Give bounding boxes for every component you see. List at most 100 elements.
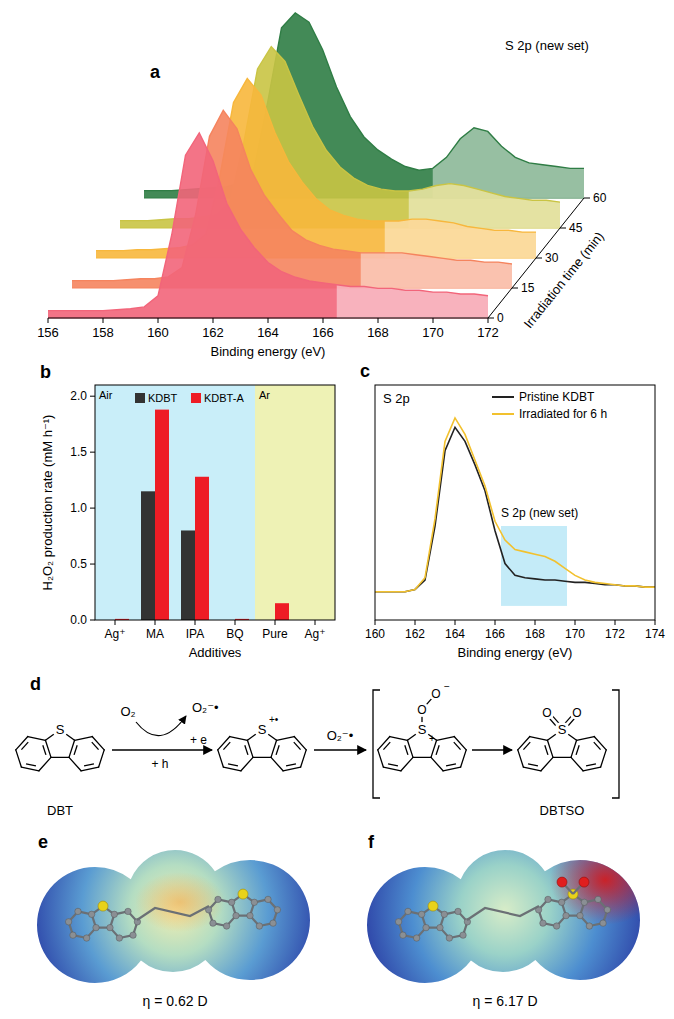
reagent: + h (151, 757, 168, 771)
atom (125, 908, 131, 914)
x-tick (615, 620, 616, 625)
x-tick-label: 160 (147, 325, 169, 340)
legend-swatch (135, 393, 145, 403)
atom (93, 924, 99, 930)
z-tick-label: 45 (569, 221, 583, 235)
y-tick (90, 396, 95, 397)
double-bond (74, 745, 77, 755)
atom (116, 935, 122, 941)
atom (545, 896, 551, 902)
arrow (314, 749, 366, 750)
atom (247, 912, 253, 918)
x-tick (378, 318, 379, 323)
x-tick-label: IPA (186, 627, 204, 641)
compound-label: DBT (47, 803, 73, 818)
x-tick-label: 164 (257, 325, 279, 340)
double-bond (523, 742, 530, 750)
legend-label: KDBT (148, 392, 178, 404)
x-tick-label: 168 (525, 627, 545, 641)
bond (294, 737, 306, 750)
atom (553, 923, 559, 929)
atom (210, 920, 216, 926)
x-tick (375, 620, 376, 625)
x-tick (115, 620, 116, 625)
reagent: O₂⁻• (192, 700, 219, 715)
bond (523, 767, 541, 771)
bond (571, 740, 577, 757)
z-tick-label: 30 (545, 251, 559, 265)
x-tick (455, 620, 456, 625)
bond (571, 757, 583, 770)
z-tick-label: 60 (593, 191, 607, 205)
bond (577, 737, 595, 741)
panel-letter: c (360, 361, 370, 381)
atom (130, 932, 136, 938)
atom-bg (415, 702, 429, 716)
double-bond (84, 764, 94, 766)
bond (413, 757, 431, 758)
bond (437, 737, 455, 741)
atom (437, 924, 443, 930)
x-tick-label: Ag⁺ (104, 627, 125, 641)
sulfur-atom (428, 901, 438, 911)
atom-bg (52, 722, 68, 738)
atom-bg (570, 705, 584, 719)
bond (253, 757, 271, 758)
atom (251, 899, 257, 905)
atom (265, 896, 271, 902)
region-label: Air (99, 389, 113, 401)
x-tick (155, 620, 156, 625)
bond (518, 750, 524, 767)
atom (395, 919, 401, 925)
plot-area (375, 418, 655, 606)
panel-letter: d (30, 674, 41, 694)
double-bond (43, 745, 46, 755)
title: S 2p (383, 391, 410, 406)
x-tick-label: 172 (477, 325, 499, 340)
x-axis-title: Additives (189, 645, 242, 660)
bond (81, 767, 99, 771)
charge: +• (269, 714, 279, 725)
x-axis-title: Binding energy (eV) (211, 344, 326, 359)
panel-letter: e (38, 832, 48, 852)
bond (553, 757, 571, 758)
annotation: S 2p (new set) (501, 506, 578, 520)
double-bond (383, 742, 390, 750)
atom-bg (554, 722, 570, 738)
x-tick (488, 318, 489, 323)
atom (270, 920, 276, 926)
bar (155, 410, 169, 620)
dipole-label: η = 0.62 D (143, 993, 208, 1009)
bond (583, 767, 601, 771)
y-tick-label: 1.0 (70, 501, 87, 515)
atom-bg (540, 705, 554, 719)
double-bond (586, 764, 596, 766)
z-tick-label: 0 (497, 311, 504, 325)
double-bond (446, 764, 456, 766)
figure: 156158160162164166168170172Binding energ… (0, 0, 674, 1019)
atom (83, 935, 89, 941)
double-bond (26, 764, 36, 766)
panel-letter: b (40, 362, 51, 382)
bond (230, 737, 248, 741)
atom (540, 920, 546, 926)
bond (247, 740, 253, 757)
x-tick-label: BQ (226, 627, 243, 641)
atom (256, 923, 262, 929)
atom (577, 912, 583, 918)
bond (454, 737, 466, 750)
x-tick (213, 318, 214, 323)
oxygen-atom (557, 877, 567, 887)
spectrum (72, 110, 512, 280)
panel-e: η = 0.62 D (25, 830, 325, 1009)
y-tick-label: 1.5 (70, 445, 87, 459)
x-tick (495, 620, 496, 625)
atom-bg (254, 722, 270, 738)
x-tick (323, 318, 324, 323)
atom (65, 919, 71, 925)
x-tick (235, 620, 236, 625)
x-tick-label: 168 (367, 325, 389, 340)
x-tick (268, 318, 269, 323)
atom (600, 920, 606, 926)
double-bond (405, 745, 408, 755)
